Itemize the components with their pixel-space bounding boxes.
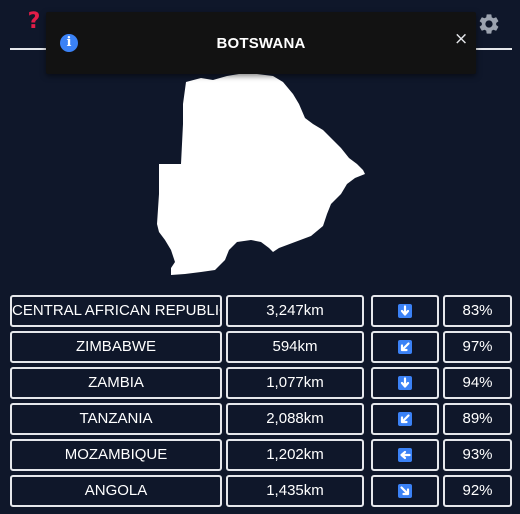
info-icon: i: [60, 34, 78, 52]
guess-row: ZIMBABWE 594km 97%: [10, 331, 512, 363]
gear-icon[interactable]: [477, 12, 501, 36]
guess-distance: 594km: [226, 331, 364, 363]
guess-distance: 3,247km: [226, 295, 364, 327]
guess-row: TANZANIA 2,088km 89%: [10, 403, 512, 435]
close-icon[interactable]: ×: [454, 29, 469, 49]
header-divider-right: [474, 48, 512, 50]
guess-country-name: CENTRAL AFRICAN REPUBLIC: [10, 295, 222, 327]
country-name-title: BOTSWANA: [216, 35, 306, 52]
arrow-left-icon: [398, 448, 412, 462]
arrow-down-right-icon: [398, 484, 412, 498]
guess-proximity: 89%: [443, 403, 512, 435]
guess-country-name: ANGOLA: [10, 475, 222, 507]
guess-proximity: 92%: [443, 475, 512, 507]
guess-distance: 1,077km: [226, 367, 364, 399]
arrow-down-icon: [398, 376, 412, 390]
guess-country-name: TANZANIA: [10, 403, 222, 435]
country-silhouette: [157, 74, 365, 275]
arrow-down-left-icon: [398, 412, 412, 426]
guess-direction: [371, 367, 439, 399]
guess-proximity: 94%: [443, 367, 512, 399]
guess-direction: [371, 403, 439, 435]
help-icon[interactable]: ?: [27, 9, 41, 34]
toast-notification: i BOTSWANA ×: [46, 12, 476, 74]
guess-row: ZAMBIA 1,077km 94%: [10, 367, 512, 399]
guess-country-name: ZIMBABWE: [10, 331, 222, 363]
guess-country-name: ZAMBIA: [10, 367, 222, 399]
guess-row: ANGOLA 1,435km 92%: [10, 475, 512, 507]
guess-distance: 2,088km: [226, 403, 364, 435]
arrow-down-icon: [398, 304, 412, 318]
guess-proximity: 97%: [443, 331, 512, 363]
guess-direction: [371, 295, 439, 327]
arrow-down-left-icon: [398, 340, 412, 354]
guess-direction: [371, 439, 439, 471]
guess-row: MOZAMBIQUE 1,202km 93%: [10, 439, 512, 471]
guess-distance: 1,202km: [226, 439, 364, 471]
header-divider-left: [10, 48, 50, 50]
guess-country-name: MOZAMBIQUE: [10, 439, 222, 471]
guess-proximity: 83%: [443, 295, 512, 327]
guess-direction: [371, 331, 439, 363]
guess-row: CENTRAL AFRICAN REPUBLIC 3,247km 83%: [10, 295, 512, 327]
guess-distance: 1,435km: [226, 475, 364, 507]
guess-direction: [371, 475, 439, 507]
guess-proximity: 93%: [443, 439, 512, 471]
